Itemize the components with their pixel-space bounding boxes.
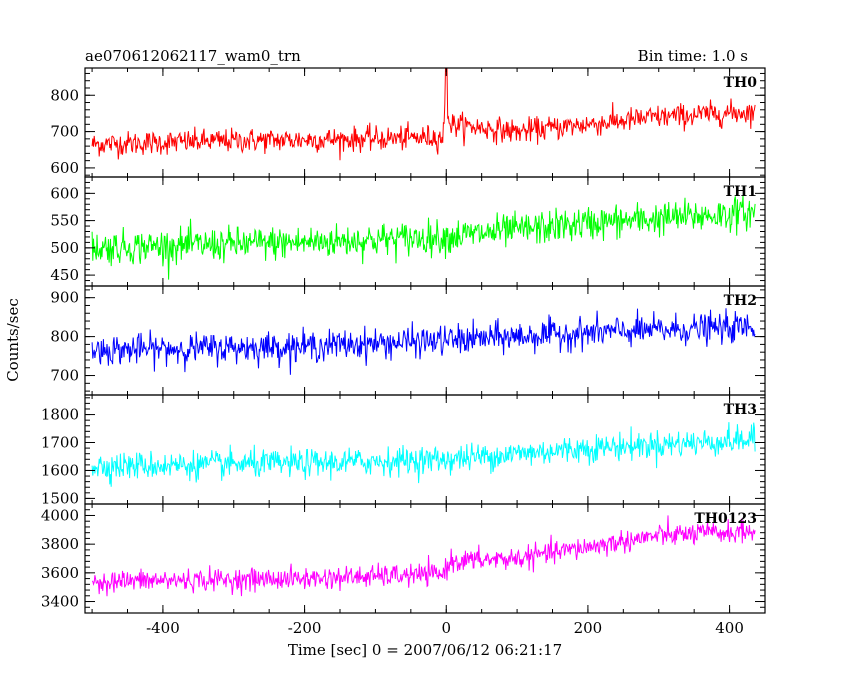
y-tick-label: 900 (50, 289, 79, 307)
panel-th2: 700 800 900 TH2 (50, 285, 766, 396)
panel-label-th0: TH0 (724, 75, 758, 91)
panel-label-th2: TH2 (724, 293, 757, 309)
series-line-th2 (91, 308, 756, 375)
panel-label-th1: TH1 (724, 184, 757, 200)
y-tick-label: 1800 (41, 406, 79, 424)
panel-label-th0123: TH0123 (694, 511, 757, 527)
x-tick-label: -200 (288, 619, 322, 637)
series-line-th0 (91, 67, 756, 161)
y-tick-label: 600 (50, 159, 79, 177)
y-tick-label: 1700 (41, 434, 79, 452)
y-tick-label: 1500 (41, 489, 79, 507)
chart-title-left: ae070612062117_wam0_trn (85, 47, 301, 65)
y-tick-label: 450 (50, 266, 79, 284)
panel-frame (84, 285, 766, 396)
x-tick-label: 400 (715, 619, 744, 637)
panel-frame (84, 67, 766, 178)
series-line-th3 (91, 422, 756, 487)
series-line-th0123 (92, 515, 756, 597)
y-tick-label: 700 (50, 123, 79, 141)
panel-frame (84, 503, 766, 614)
panel-th0123: 3400 3600 3800 4000 TH0123 (41, 503, 766, 614)
y-tick-label: 700 (50, 367, 79, 385)
panel-frame (84, 176, 766, 287)
y-tick-label: 800 (50, 86, 79, 104)
panel-th0: 600 700 800 TH0 (50, 67, 766, 178)
y-tick-label: 600 (50, 184, 79, 202)
x-axis-label: Time [sec] 0 = 2007/06/12 06:21:17 (288, 641, 562, 659)
y-tick-label: 800 (50, 328, 79, 346)
y-axis-label: Counts/sec (4, 298, 22, 382)
chart-title-right: Bin time: 1.0 s (638, 47, 748, 65)
y-tick-label: 3800 (41, 535, 79, 553)
y-tick-label: 1600 (41, 461, 79, 479)
y-tick-label: 3400 (41, 593, 79, 611)
panel-label-th3: TH3 (724, 402, 757, 418)
x-tick-label: 200 (574, 619, 603, 637)
y-tick-label: 3600 (41, 564, 79, 582)
panel-th1: 450 500 550 600 TH1 (50, 176, 766, 287)
x-tick-label: 0 (441, 619, 451, 637)
y-tick-label: 500 (50, 239, 79, 257)
panel-th3: 1500 1600 1700 1800 TH3 (41, 394, 766, 507)
series-line-th1 (91, 195, 756, 280)
x-tick-label: -400 (146, 619, 180, 637)
y-tick-label: 550 (50, 212, 79, 230)
y-tick-label: 4000 (41, 506, 79, 524)
